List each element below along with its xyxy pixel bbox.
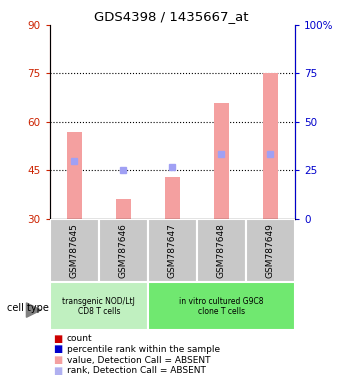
Bar	[263, 73, 278, 219]
Bar	[116, 200, 131, 219]
Bar	[99, 219, 148, 282]
Bar	[50, 219, 99, 282]
Text: ■: ■	[53, 366, 62, 376]
Bar	[165, 177, 180, 219]
Bar	[246, 219, 295, 282]
Bar	[197, 219, 246, 282]
Text: value, Detection Call = ABSENT: value, Detection Call = ABSENT	[67, 356, 210, 365]
Text: GSM787647: GSM787647	[168, 223, 177, 278]
Bar	[67, 132, 82, 219]
Polygon shape	[26, 303, 41, 317]
Text: GSM787645: GSM787645	[70, 223, 79, 278]
Text: percentile rank within the sample: percentile rank within the sample	[67, 345, 220, 354]
Bar	[50, 282, 148, 330]
Bar	[148, 219, 197, 282]
Text: GSM787646: GSM787646	[119, 223, 128, 278]
Text: cell type: cell type	[7, 303, 49, 313]
Text: count: count	[67, 334, 93, 343]
Text: ■: ■	[53, 355, 62, 365]
Text: ■: ■	[53, 344, 62, 354]
Bar	[148, 282, 295, 330]
Text: transgenic NOD/LtJ
CD8 T cells: transgenic NOD/LtJ CD8 T cells	[62, 296, 135, 316]
Text: GSM787648: GSM787648	[217, 223, 226, 278]
Text: rank, Detection Call = ABSENT: rank, Detection Call = ABSENT	[67, 366, 206, 376]
Text: ■: ■	[53, 334, 62, 344]
Text: GSM787649: GSM787649	[266, 223, 275, 278]
Bar	[214, 103, 229, 219]
Text: GDS4398 / 1435667_at: GDS4398 / 1435667_at	[94, 10, 249, 23]
Text: in vitro cultured G9C8
clone T cells: in vitro cultured G9C8 clone T cells	[179, 296, 264, 316]
